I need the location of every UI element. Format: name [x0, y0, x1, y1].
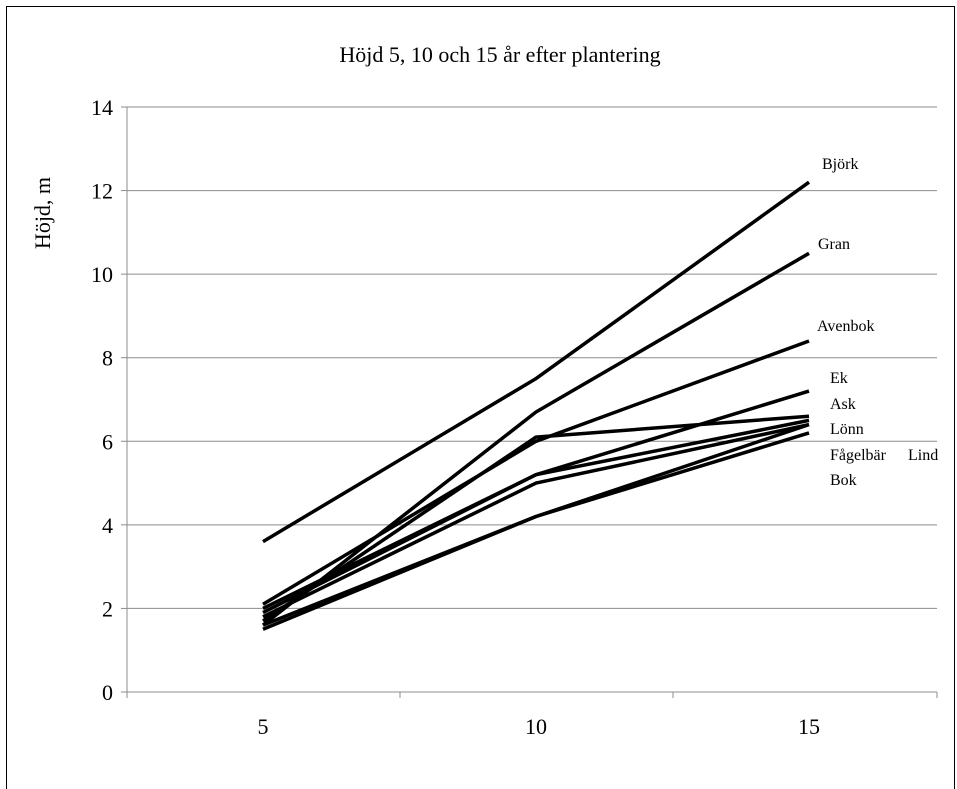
- series-line-bok: [262, 431, 810, 627]
- y-tick-label: 4: [102, 513, 113, 538]
- series-line-lönn: [262, 418, 810, 610]
- series-lines: [261, 180, 811, 631]
- series-label-lind: Lind: [908, 447, 938, 464]
- series-label-bok: Bok: [830, 472, 857, 489]
- x-tick-label: 10: [525, 714, 547, 739]
- series-label-fågelbär: Fågelbär: [830, 447, 887, 464]
- series-label-avenbok: Avenbok: [817, 318, 874, 335]
- y-tick-label: 14: [91, 95, 113, 120]
- series-label-ek: Ek: [830, 370, 848, 387]
- series-line-lind: [262, 422, 810, 619]
- series-labels: Björk Gran Avenbok Ek Ask Lönn Fågelbär Lind Bok: [817, 156, 938, 489]
- y-axis-label: Höjd, m: [30, 177, 55, 249]
- y-tick-label: 12: [91, 179, 113, 204]
- y-tick-label: 6: [102, 429, 113, 454]
- series-line-gran: [261, 251, 810, 627]
- series-line-ask: [262, 414, 810, 623]
- y-tick-label: 0: [102, 680, 113, 705]
- series-label-gran: Gran: [818, 236, 850, 253]
- series-label-björk: Björk: [822, 156, 858, 173]
- x-tick-label: 5: [258, 714, 269, 739]
- gridlines: [127, 106, 937, 609]
- series-line-avenbok: [262, 339, 810, 606]
- chart-frame: [6, 6, 955, 789]
- chart-title: Höjd 5, 10 och 15 år efter plantering: [339, 42, 660, 67]
- x-tick-label: 15: [798, 714, 820, 739]
- series-label-ask: Ask: [830, 396, 856, 413]
- series-label-lönn: Lönn: [830, 421, 864, 438]
- series-line-fågelbär: [262, 422, 810, 631]
- y-tick-label: 2: [102, 596, 113, 621]
- series-line-björk: [262, 180, 811, 544]
- series-line-ek: [262, 389, 810, 615]
- y-tick-label: 10: [91, 262, 113, 287]
- y-tick-label: 8: [102, 346, 113, 371]
- axes: 0 2 4 6 8 10 12 14 5 10 15: [91, 95, 938, 739]
